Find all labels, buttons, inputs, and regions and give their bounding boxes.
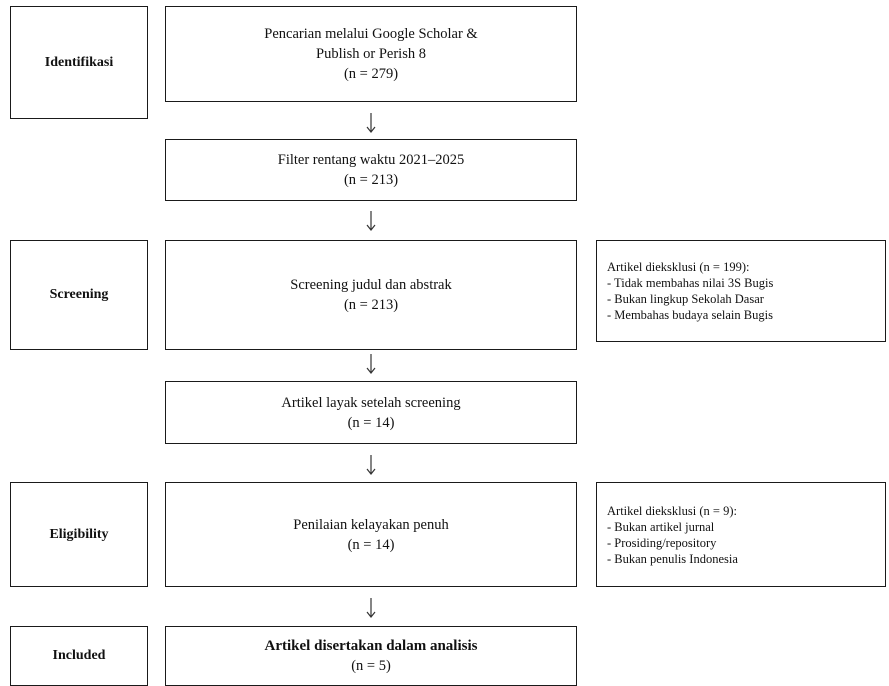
exclusion-screening-item: - Bukan lingkup Sekolah Dasar — [607, 292, 764, 306]
step-search: Pencarian melalui Google Scholar & Publi… — [165, 6, 577, 102]
step-filter-count: (n = 213) — [343, 172, 399, 188]
step-eligible-count: (n = 14) — [347, 414, 395, 431]
step-full-assessment-count: (n = 14) — [347, 536, 395, 553]
step-included-line1: Artikel disertakan dalam analisis — [264, 638, 478, 654]
exclusion-eligibility-item: - Bukan penulis Indonesia — [607, 551, 738, 566]
exclusion-eligibility-title: Artikel dieksklusi (n = 9): — [607, 503, 737, 518]
step-filter: Filter rentang waktu 2021–2025 (n = 213) — [165, 139, 577, 201]
flow-arrow-down-icon — [365, 455, 377, 475]
step-included-count: (n = 5) — [351, 658, 391, 674]
step-search-line1: Pencarian melalui Google Scholar & — [264, 26, 478, 42]
exclusion-screening-item: - Tidak membahas nilai 3S Bugis — [607, 276, 774, 290]
exclusion-eligibility-item: - Prosiding/repository — [607, 535, 717, 550]
exclusion-eligibility-item: - Bukan artikel jurnal — [607, 519, 715, 534]
step-screen: Screening judul dan abstrak (n = 213) — [165, 240, 577, 350]
step-search-line2: Publish or Perish 8 — [316, 46, 426, 62]
stage-identification-label: Identifikasi — [44, 54, 114, 70]
exclusion-screening-item: - Membahas budaya selain Bugis — [607, 308, 773, 322]
step-eligible-after-screening: Artikel layak setelah screening (n = 14) — [165, 381, 577, 444]
step-screen-count: (n = 213) — [343, 297, 399, 313]
step-eligible-line1: Artikel layak setelah screening — [281, 394, 461, 411]
stage-identification: Identifikasi — [10, 6, 148, 119]
exclusion-screening-title: Artikel dieksklusi (n = 199): — [607, 260, 750, 274]
stage-included-label: Included — [52, 648, 106, 663]
stage-screening: Screening — [10, 240, 148, 350]
step-filter-line1: Filter rentang waktu 2021–2025 — [277, 152, 465, 168]
stage-eligibility: Eligibility — [10, 482, 148, 587]
flow-arrow-down-icon — [365, 211, 377, 231]
stage-screening-label: Screening — [49, 287, 109, 302]
step-full-assessment-line1: Penilaian kelayakan penuh — [293, 516, 449, 533]
flow-arrow-down-icon — [365, 113, 377, 133]
flow-arrow-down-icon — [365, 598, 377, 618]
stage-eligibility-label: Eligibility — [49, 526, 109, 542]
exclusion-screening: Artikel dieksklusi (n = 199): - Tidak me… — [596, 240, 886, 342]
exclusion-eligibility: Artikel dieksklusi (n = 9): - Bukan arti… — [596, 482, 886, 587]
step-included: Artikel disertakan dalam analisis (n = 5… — [165, 626, 577, 686]
stage-included: Included — [10, 626, 148, 686]
flow-arrow-down-icon — [365, 354, 377, 374]
step-search-count: (n = 279) — [343, 66, 399, 82]
step-full-assessment: Penilaian kelayakan penuh (n = 14) — [165, 482, 577, 587]
step-screen-line1: Screening judul dan abstrak — [290, 277, 452, 293]
